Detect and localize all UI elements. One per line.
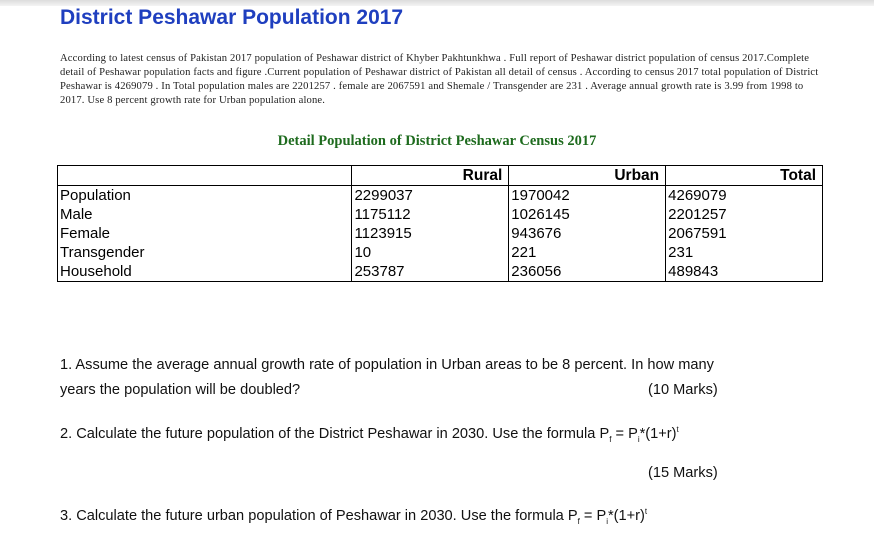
top-bar xyxy=(0,0,874,6)
table-row: Male 1175112 1026145 2201257 xyxy=(56,205,823,224)
total-cell: 4269079 xyxy=(665,185,823,205)
question-2: 2. Calculate the future population of th… xyxy=(60,425,679,444)
question-3: 3. Calculate the future urban population… xyxy=(60,507,647,526)
row-label: Household xyxy=(56,262,353,282)
formula-superscript-t: t xyxy=(676,425,679,434)
formula-subscript-i: i xyxy=(637,434,640,444)
total-cell: 2201257 xyxy=(665,205,823,224)
question-2-marks: (15 Marks) xyxy=(648,465,718,481)
formula-subscript-i: i xyxy=(606,516,608,526)
rural-cell: 10 xyxy=(351,243,510,262)
header-cell-total: Total xyxy=(665,165,823,186)
row-label: Male xyxy=(56,205,353,224)
rural-cell: 253787 xyxy=(351,262,510,282)
formula-equals: = P xyxy=(611,425,638,442)
total-cell: 489843 xyxy=(665,262,823,282)
page-title: District Peshawar Population 2017 xyxy=(60,6,404,29)
total-cell: 2067591 xyxy=(665,224,823,243)
table-row: Population 2299037 1970042 4269079 xyxy=(56,185,823,205)
rural-cell: 1123915 xyxy=(351,224,510,243)
formula-subscript-f: f xyxy=(609,434,612,444)
urban-cell: 221 xyxy=(508,243,667,262)
rural-cell: 2299037 xyxy=(351,185,510,205)
table-header-row: Rural Urban Total xyxy=(56,165,823,186)
total-cell: 231 xyxy=(665,243,823,262)
urban-cell: 1970042 xyxy=(508,185,667,205)
urban-cell: 236056 xyxy=(508,262,667,282)
row-label: Population xyxy=(56,185,353,205)
header-cell-empty xyxy=(56,165,353,186)
formula-equals: = P xyxy=(579,507,607,524)
row-label: Transgender xyxy=(56,243,353,262)
urban-cell: 1026145 xyxy=(508,205,667,224)
formula-tail: *(1+r) xyxy=(639,425,677,442)
header-cell-urban: Urban xyxy=(508,165,667,186)
rural-cell: 1175112 xyxy=(351,205,510,224)
census-table: Rural Urban Total Population 2299037 197… xyxy=(56,165,823,282)
question-3-text: 3. Calculate the future urban population… xyxy=(60,507,578,524)
question-1-line-2: years the population will be doubled? xyxy=(60,382,301,398)
row-label: Female xyxy=(56,224,353,243)
header-cell-rural: Rural xyxy=(351,165,510,186)
intro-paragraph: According to latest census of Pakistan 2… xyxy=(60,53,819,106)
formula-subscript-f: f xyxy=(577,516,580,526)
table-row: Transgender 10 221 231 xyxy=(56,243,823,262)
question-1-line-1: 1. Assume the average annual growth rate… xyxy=(60,357,714,373)
urban-cell: 943676 xyxy=(508,224,667,243)
formula-superscript-t: t xyxy=(644,507,648,516)
table-row: Household 253787 236056 489843 xyxy=(56,262,823,282)
question-2-text: 2. Calculate the future population of th… xyxy=(60,425,610,442)
question-1-marks: (10 Marks) xyxy=(648,382,718,398)
formula-tail: *(1+r) xyxy=(607,507,645,524)
table-subtitle: Detail Population of District Peshawar C… xyxy=(277,133,597,149)
table-row: Female 1123915 943676 2067591 xyxy=(56,224,823,243)
